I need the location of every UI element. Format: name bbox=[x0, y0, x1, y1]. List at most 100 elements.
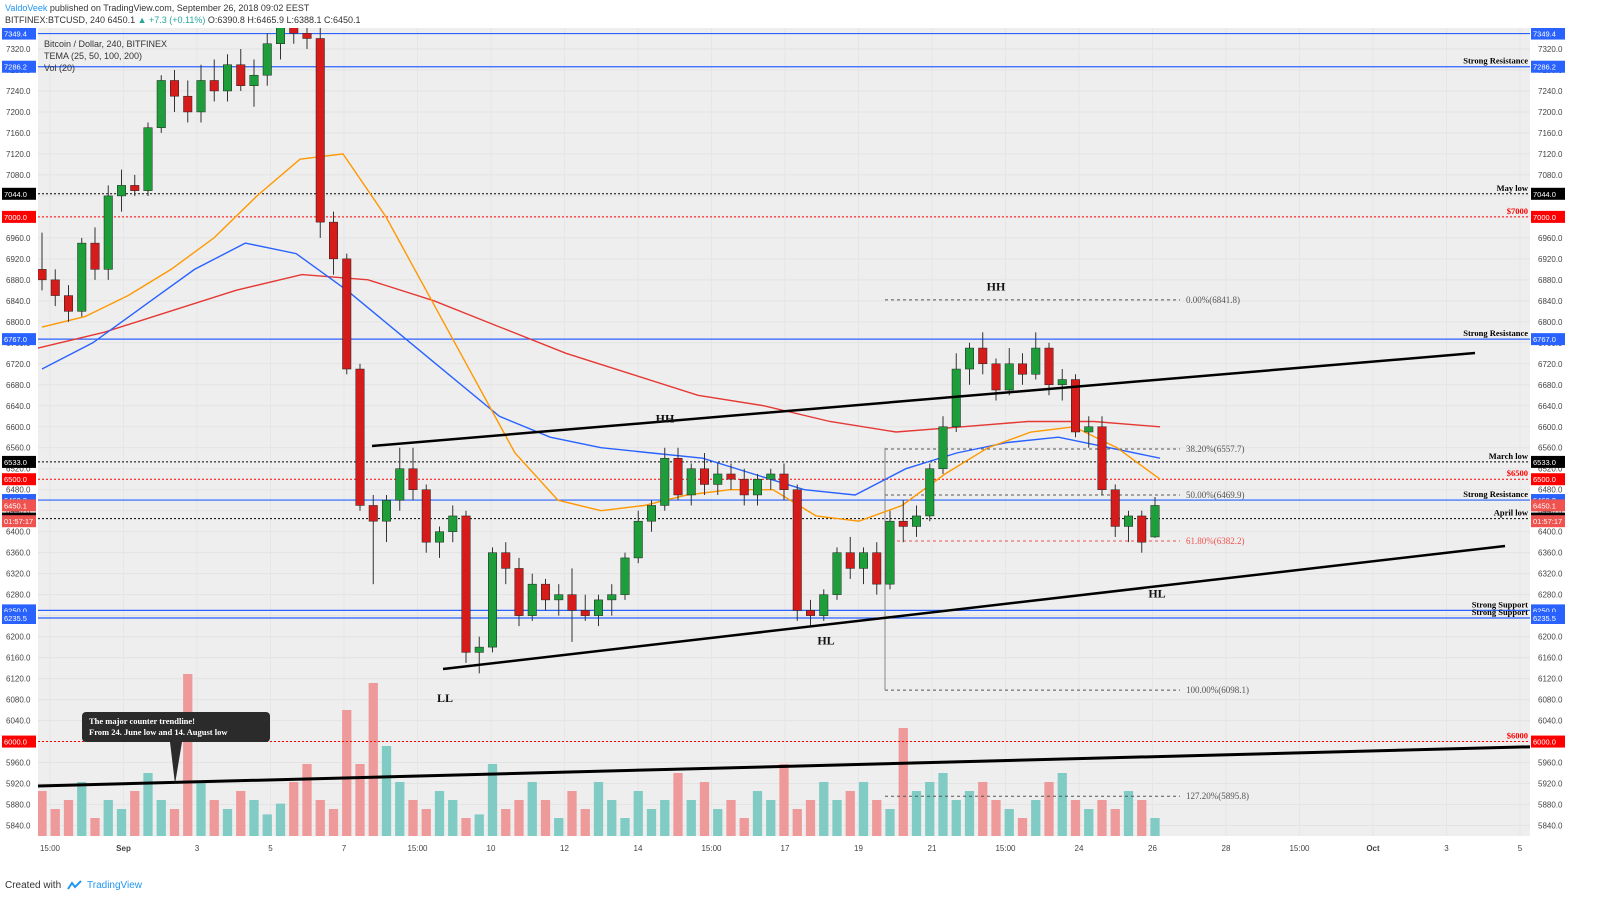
volume-bar bbox=[1044, 782, 1054, 836]
fib-label: 50.00%(6469.9) bbox=[1186, 490, 1245, 500]
x-tick-label: 14 bbox=[634, 844, 643, 853]
y-tick-label: 6360.0 bbox=[6, 549, 31, 558]
volume-bar bbox=[752, 791, 763, 836]
candle-body bbox=[64, 295, 73, 312]
x-tick-label: 19 bbox=[854, 844, 863, 853]
candle-body bbox=[594, 599, 603, 616]
candle-body bbox=[859, 552, 868, 569]
price-axis-right[interactable]: 5840.0 5880.0 5920.0 5960.0 6000.0 6040.0 6080… bbox=[1530, 27, 1600, 871]
level-price-label-left: 6000.0 bbox=[4, 738, 27, 747]
callout-line-1: The major counter trendline! bbox=[89, 716, 195, 726]
volume-bar bbox=[514, 800, 524, 836]
price-axis-left[interactable]: 5840.0 5880.0 5920.0 5960.0 6000.0 6040.0 6080… bbox=[0, 27, 38, 871]
candle-body bbox=[236, 64, 246, 86]
volume-bar bbox=[805, 800, 816, 836]
callout: The major counter trendline! From 24. Ju… bbox=[82, 712, 270, 784]
x-tick-label: 5 bbox=[1518, 844, 1523, 853]
volume-bar bbox=[103, 800, 113, 836]
x-tick-label: 15:00 bbox=[701, 844, 722, 853]
volume-bar bbox=[448, 800, 458, 836]
time-axis[interactable]: 15:00 Sep 3 5 7 15:00 10 12 14 15:00 17 19 21 15:00 24… bbox=[0, 836, 1600, 871]
price-chart[interactable]: Strong Resistance May low $7000 Strong Resi… bbox=[0, 7, 1600, 871]
candle-body bbox=[408, 468, 418, 490]
volume-bar bbox=[77, 782, 87, 836]
x-tick-label: 15:00 bbox=[1289, 844, 1310, 853]
candle-body bbox=[885, 520, 895, 585]
level-text: Strong Resistance bbox=[1463, 56, 1528, 66]
level-price-label: 6250.0 bbox=[1533, 606, 1556, 615]
volume-bar bbox=[156, 800, 166, 836]
tradingview-brand[interactable]: TradingView bbox=[87, 880, 143, 891]
y-tick-label: 7160.0 bbox=[1538, 129, 1563, 138]
volume-bar bbox=[567, 791, 577, 836]
callout-line-2: From 24. June low and 14. August low bbox=[89, 727, 228, 737]
candle-body bbox=[792, 489, 802, 611]
y-tick-label: 6280.0 bbox=[6, 591, 31, 600]
level-price-label: 6235.5 bbox=[1533, 614, 1556, 623]
candle-body bbox=[607, 594, 617, 601]
callout-box bbox=[82, 712, 270, 742]
volume-bar bbox=[554, 818, 564, 836]
chart-background bbox=[0, 28, 1600, 871]
author-link[interactable]: ValdoVeek bbox=[5, 3, 48, 13]
candle-body bbox=[541, 583, 550, 601]
candle-body bbox=[262, 43, 272, 76]
candle-body bbox=[117, 185, 126, 197]
candle-body bbox=[673, 457, 683, 496]
candle-body bbox=[249, 74, 259, 86]
candle-body bbox=[647, 505, 656, 522]
price-box bbox=[1531, 515, 1565, 528]
y-tick-label: 6520.0 bbox=[6, 465, 31, 474]
y-tick-label: 7200.0 bbox=[1538, 108, 1563, 117]
candle-body bbox=[435, 531, 444, 543]
volume-bar bbox=[487, 764, 498, 836]
candle-body bbox=[938, 426, 948, 469]
candle-body bbox=[567, 594, 577, 611]
volume-bar bbox=[766, 800, 776, 836]
y-tick-label: 7080.0 bbox=[1538, 171, 1563, 180]
y-tick-label: 6280.0 bbox=[1538, 591, 1563, 600]
candle-body bbox=[766, 473, 776, 480]
volume-bar bbox=[63, 800, 74, 836]
y-tick-label: 6120.0 bbox=[6, 675, 31, 684]
candle-body bbox=[1124, 515, 1133, 527]
level-text: $6500 bbox=[1507, 468, 1528, 478]
price-axis-right-bg bbox=[1530, 28, 1600, 871]
x-tick-label: 3 bbox=[1444, 844, 1449, 853]
candle-body bbox=[1150, 505, 1160, 538]
y-tick-label: 6680.0 bbox=[1538, 381, 1563, 390]
y-tick-label: 5960.0 bbox=[1538, 759, 1563, 768]
volume-bar bbox=[1084, 809, 1094, 836]
y-tick-label: 6960.0 bbox=[1538, 234, 1563, 243]
level-price-label: 7000.0 bbox=[1533, 213, 1556, 222]
level-price-label: 7286.2 bbox=[1533, 63, 1556, 72]
level-price-box-left bbox=[2, 187, 36, 200]
level-price-label: 6500.0 bbox=[1533, 475, 1556, 484]
volume-bar bbox=[1004, 809, 1014, 836]
symbol-line: BITFINEX:BTCUSD, 240 6450.1 ▲ +7.3 (+0.1… bbox=[5, 15, 361, 25]
y-tick-label: 6320.0 bbox=[6, 570, 31, 579]
volume-bar bbox=[832, 800, 842, 836]
level-price-label-left: 7286.2 bbox=[4, 63, 27, 72]
candle-body bbox=[395, 468, 405, 501]
level-price-label: 6000.0 bbox=[1533, 738, 1556, 747]
y-tick-label: 7120.0 bbox=[6, 150, 31, 159]
y-tick-label: 5920.0 bbox=[1538, 780, 1563, 789]
pattern-label: HL bbox=[817, 633, 834, 647]
level-text: May low bbox=[1497, 183, 1529, 193]
volume-bar bbox=[1150, 818, 1160, 836]
candle-body bbox=[130, 185, 140, 191]
chart-area[interactable]: Strong Resistance May low $7000 Strong Resi… bbox=[0, 7, 1600, 871]
candle-body bbox=[77, 242, 87, 312]
pattern-label: HL bbox=[1148, 586, 1165, 600]
y-tick-label: 6560.0 bbox=[1538, 444, 1563, 453]
level-text: $6000 bbox=[1507, 731, 1528, 741]
price-box-label: 6450.1 bbox=[1533, 501, 1556, 510]
volume-bar bbox=[236, 791, 246, 836]
level-price-box bbox=[1531, 455, 1565, 468]
candle-body bbox=[368, 505, 378, 522]
candle-body bbox=[912, 515, 921, 527]
candle-body bbox=[183, 95, 193, 113]
level-price-label-left: 7000.0 bbox=[4, 213, 27, 222]
candle-body bbox=[50, 279, 60, 296]
